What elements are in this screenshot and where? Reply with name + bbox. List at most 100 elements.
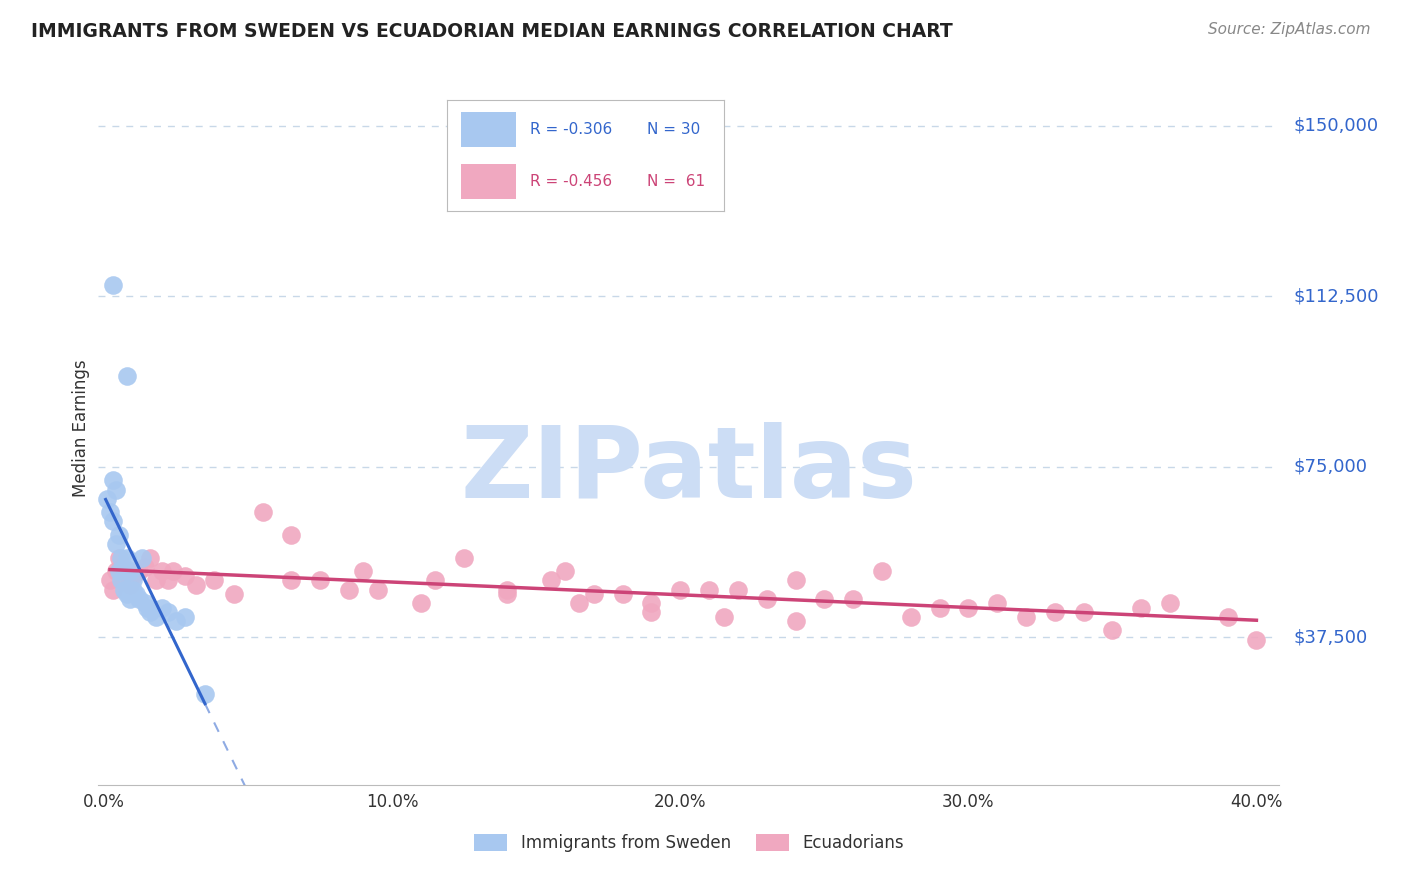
Point [101, 277, 124, 292]
Point [986, 596, 1008, 610]
Point [173, 609, 195, 624]
Text: IMMIGRANTS FROM SWEDEN VS ECUADORIAN MEDIAN EARNINGS CORRELATION CHART: IMMIGRANTS FROM SWEDEN VS ECUADORIAN MED… [31, 22, 953, 41]
Text: $150,000: $150,000 [1294, 117, 1379, 135]
Point [568, 596, 591, 610]
Point [122, 574, 145, 588]
Point [120, 578, 142, 592]
Point [813, 591, 835, 606]
Point [612, 587, 634, 601]
Text: $112,500: $112,500 [1294, 287, 1379, 305]
Text: Source: ZipAtlas.com: Source: ZipAtlas.com [1208, 22, 1371, 37]
Point [367, 582, 389, 597]
Point [1101, 624, 1123, 638]
Point [496, 582, 519, 597]
Point [165, 615, 187, 629]
Point [957, 600, 980, 615]
Point [107, 550, 129, 565]
Point [1159, 596, 1181, 610]
Point [1246, 632, 1268, 647]
Point [280, 528, 302, 542]
Point [162, 565, 184, 579]
Y-axis label: Median Earnings: Median Earnings [72, 359, 90, 497]
Point [713, 609, 735, 624]
Point [96, 491, 118, 506]
Point [139, 605, 162, 619]
Point [98, 574, 121, 588]
Point [139, 550, 162, 565]
Point [186, 578, 208, 592]
Point [309, 574, 332, 588]
Point [107, 565, 129, 579]
Point [104, 565, 127, 579]
Text: $37,500: $37,500 [1294, 628, 1368, 646]
Point [98, 505, 121, 519]
Text: ZIPatlas: ZIPatlas [461, 423, 917, 519]
Point [1216, 609, 1239, 624]
Point [280, 574, 302, 588]
Point [131, 550, 153, 565]
Point [125, 587, 148, 601]
Point [640, 596, 662, 610]
Point [337, 582, 360, 597]
Point [110, 574, 132, 588]
Point [122, 582, 145, 597]
Legend: Immigrants from Sweden, Ecuadorians: Immigrants from Sweden, Ecuadorians [467, 827, 911, 859]
Point [900, 609, 922, 624]
Point [150, 565, 173, 579]
Point [115, 550, 138, 565]
Point [120, 591, 142, 606]
Text: $75,000: $75,000 [1294, 458, 1368, 475]
Point [112, 582, 135, 597]
Point [194, 687, 217, 701]
Point [136, 600, 159, 615]
Point [112, 559, 135, 574]
Point [110, 559, 132, 574]
Point [110, 550, 132, 565]
Point [222, 587, 245, 601]
Point [156, 574, 179, 588]
Point [554, 565, 576, 579]
Point [115, 587, 138, 601]
Point [496, 587, 519, 601]
Point [112, 574, 135, 588]
Point [540, 574, 562, 588]
Point [145, 574, 167, 588]
Point [252, 505, 274, 519]
Point [870, 565, 893, 579]
Point [582, 587, 605, 601]
Point [928, 600, 950, 615]
Point [134, 559, 156, 574]
Point [101, 474, 124, 488]
Point [101, 514, 124, 528]
Point [409, 596, 432, 610]
Point [785, 574, 807, 588]
Point [1073, 605, 1095, 619]
Point [156, 605, 179, 619]
Point [104, 483, 127, 497]
Point [425, 574, 447, 588]
Point [1015, 609, 1038, 624]
Point [115, 368, 138, 383]
Point [115, 565, 138, 579]
Point [352, 565, 374, 579]
Point [842, 591, 865, 606]
Point [755, 591, 778, 606]
Point [669, 582, 692, 597]
Point [453, 550, 475, 565]
Point [150, 600, 173, 615]
Point [1130, 600, 1153, 615]
Point [173, 569, 195, 583]
Point [122, 569, 145, 583]
Point [1043, 605, 1066, 619]
Point [128, 565, 150, 579]
Point [104, 537, 127, 551]
Point [640, 605, 662, 619]
Point [785, 615, 807, 629]
Point [128, 591, 150, 606]
Point [145, 609, 167, 624]
Point [120, 565, 142, 579]
Point [101, 582, 124, 597]
Point [107, 528, 129, 542]
Point [202, 574, 225, 588]
Point [134, 596, 156, 610]
